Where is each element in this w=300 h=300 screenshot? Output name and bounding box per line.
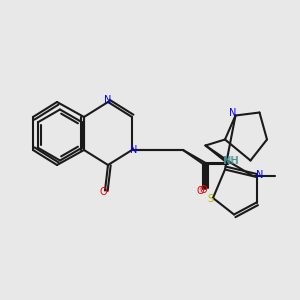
Text: N: N [230,107,237,118]
Text: O: O [196,185,204,196]
Text: N: N [256,170,264,181]
Text: NH: NH [223,156,238,167]
Text: O: O [200,185,207,195]
Text: S: S [207,194,213,205]
Text: NH: NH [224,156,239,166]
Text: O: O [99,187,107,197]
Text: N: N [104,95,112,105]
Text: N: N [130,145,137,155]
